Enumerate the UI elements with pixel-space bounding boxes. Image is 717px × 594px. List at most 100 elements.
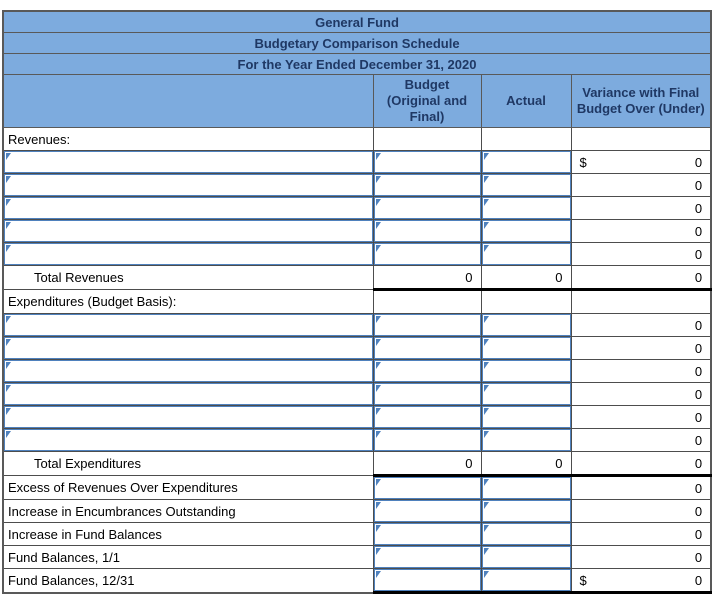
actual-amount-input[interactable] [482,429,570,451]
dropdown-caret-icon [375,502,381,509]
revenue-input-row: 0 [2,242,712,266]
expenditure-description-input[interactable] [4,383,372,405]
actual-amount-input[interactable] [482,337,570,359]
budget-amount-cell [372,545,482,569]
actual-amount-input[interactable] [482,174,570,196]
budget-amount-input[interactable] [374,220,480,242]
table-title-row: For the Year Ended December 31, 2020 [2,53,712,75]
summary-row: Excess of Revenues Over Expenditures 0 [2,475,712,500]
actual-amount-input[interactable] [482,220,570,242]
empty-cell [372,289,482,314]
variance-cell: 0 [570,173,712,197]
expenditure-description-input[interactable] [4,360,372,382]
expenditure-input-row: 0 [2,313,712,337]
actual-amount-cell [480,499,572,523]
revenue-description-input[interactable] [4,220,372,242]
budget-amount-cell [372,475,482,500]
revenue-description-input[interactable] [4,197,372,219]
budget-amount-input[interactable] [374,476,480,499]
variance-value: 0 [694,246,703,262]
budget-amount-input[interactable] [374,383,480,405]
table-title-row: Budgetary Comparison Schedule [2,32,712,54]
dropdown-caret-icon [375,548,381,555]
dropdown-caret-icon [483,176,489,183]
budget-amount-input[interactable] [374,314,480,336]
budget-amount-cell [372,359,482,383]
budget-amount-input[interactable] [374,360,480,382]
actual-amount-input[interactable] [482,360,570,382]
budget-amount-input[interactable] [374,546,480,568]
budget-amount-input[interactable] [374,569,480,590]
dropdown-caret-icon [6,362,11,369]
dropdown-caret-icon [483,339,489,346]
variance-cell: 0 [570,196,712,220]
variance-cell: 0 [570,499,712,523]
actual-amount-cell [480,382,572,406]
dropdown-caret-icon [375,199,381,206]
revenue-description-cell [2,219,374,243]
dropdown-caret-icon [375,479,381,486]
expenditure-description-input[interactable] [4,429,372,451]
variance-value: 0 [694,409,703,425]
expenditure-description-input[interactable] [4,406,372,428]
revenue-description-input[interactable] [4,151,372,173]
actual-amount-input[interactable] [482,523,570,545]
expenditure-description-cell [2,405,374,429]
fund-title: General Fund [2,10,712,33]
dropdown-caret-icon [6,431,11,438]
budget-amount-input[interactable] [374,429,480,451]
total-expenditures-row: Total Expenditures 0 0 0 [2,451,712,477]
budget-amount-input[interactable] [374,406,480,428]
actual-amount-input[interactable] [482,197,570,219]
actual-amount-input[interactable] [482,500,570,522]
summary-row-label: Increase in Encumbrances Outstanding [2,499,374,523]
revenue-description-cell [2,173,374,197]
summary-row-label: Excess of Revenues Over Expenditures [2,475,374,500]
empty-cell [372,127,482,151]
expenditure-description-input[interactable] [4,337,372,359]
variance-cell: 0 [570,336,712,360]
actual-amount-cell [480,196,572,220]
revenue-input-row: 0 [2,173,712,197]
budget-amount-input[interactable] [374,174,480,196]
actual-amount-input[interactable] [482,406,570,428]
dropdown-caret-icon [375,408,381,415]
actual-amount-input[interactable] [482,151,570,173]
table-title-row: General Fund [2,10,712,33]
budget-amount-input[interactable] [374,500,480,522]
actual-amount-cell [480,475,572,500]
dropdown-caret-icon [375,153,381,160]
budget-amount-input[interactable] [374,243,480,265]
budget-amount-cell [372,522,482,546]
expenditure-description-input[interactable] [4,314,372,336]
empty-cell [480,289,572,314]
expenditures-section-label: Expenditures (Budget Basis): [2,289,374,314]
budget-amount-input[interactable] [374,151,480,173]
actual-amount-input[interactable] [482,476,570,499]
actual-amount-input[interactable] [482,546,570,568]
budget-amount-input[interactable] [374,337,480,359]
variance-cell: 0 [570,313,712,337]
revenue-description-input[interactable] [4,174,372,196]
expenditure-input-row: 0 [2,336,712,360]
variance-cell: 0 [570,545,712,569]
variance-value: 0 [694,526,703,542]
budget-amount-input[interactable] [374,523,480,545]
actual-amount-input[interactable] [482,569,570,590]
actual-amount-cell [480,359,572,383]
variance-value: 0 [694,363,703,379]
variance-value: 0 [694,154,703,170]
dollar-sign: $ [579,572,587,588]
revenue-description-input[interactable] [4,243,372,265]
total-revenues-row: Total Revenues 0 0 0 [2,265,712,291]
actual-amount-input[interactable] [482,314,570,336]
revenues-section-label: Revenues: [2,127,374,151]
empty-cell [570,127,712,151]
summary-row: Increase in Fund Balances 0 [2,522,712,546]
expenditures-section-row: Expenditures (Budget Basis): [2,289,712,314]
actual-amount-input[interactable] [482,243,570,265]
actual-amount-input[interactable] [482,383,570,405]
variance-value: 0 [694,480,703,496]
budget-amount-input[interactable] [374,197,480,219]
variance-cell: 0 [570,405,712,429]
